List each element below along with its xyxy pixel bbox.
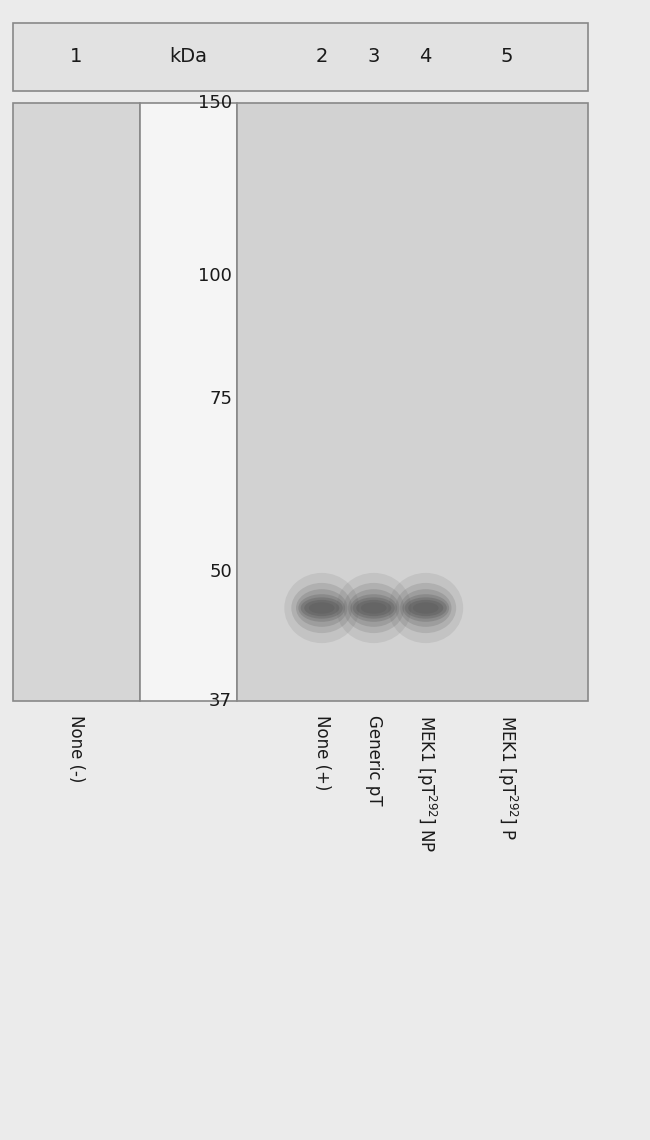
Ellipse shape <box>402 594 449 621</box>
Text: 150: 150 <box>198 93 232 112</box>
Ellipse shape <box>350 594 397 621</box>
Text: 37: 37 <box>209 692 232 710</box>
Bar <box>13 23 588 91</box>
Ellipse shape <box>395 583 456 633</box>
Text: None (+): None (+) <box>313 715 331 790</box>
Ellipse shape <box>291 583 352 633</box>
Ellipse shape <box>296 589 348 627</box>
Text: 1: 1 <box>70 48 83 66</box>
Text: 3: 3 <box>367 48 380 66</box>
Ellipse shape <box>388 573 463 643</box>
Text: 4: 4 <box>419 48 432 66</box>
Bar <box>13 103 140 701</box>
Ellipse shape <box>356 600 391 616</box>
Ellipse shape <box>284 573 359 643</box>
Text: MEK1 [pT$^{292}$] NP: MEK1 [pT$^{292}$] NP <box>413 715 438 852</box>
Text: 75: 75 <box>209 390 232 408</box>
Text: 50: 50 <box>209 563 232 581</box>
Text: 5: 5 <box>500 48 514 66</box>
Ellipse shape <box>361 602 387 613</box>
Ellipse shape <box>353 597 395 619</box>
Ellipse shape <box>309 602 335 613</box>
Ellipse shape <box>400 589 452 627</box>
Ellipse shape <box>336 573 411 643</box>
Text: None (-): None (-) <box>67 715 85 782</box>
Bar <box>140 103 237 701</box>
Ellipse shape <box>413 602 439 613</box>
Ellipse shape <box>408 600 443 616</box>
Text: Generic pT: Generic pT <box>365 715 383 805</box>
Ellipse shape <box>301 597 343 619</box>
Text: MEK1 [pT$^{292}$] P: MEK1 [pT$^{292}$] P <box>495 715 519 839</box>
Ellipse shape <box>348 589 400 627</box>
Ellipse shape <box>343 583 404 633</box>
Text: 2: 2 <box>315 48 328 66</box>
Ellipse shape <box>304 600 339 616</box>
Ellipse shape <box>298 594 345 621</box>
Text: kDa: kDa <box>170 48 207 66</box>
Bar <box>237 103 588 701</box>
Ellipse shape <box>405 597 447 619</box>
Text: 100: 100 <box>198 267 232 285</box>
